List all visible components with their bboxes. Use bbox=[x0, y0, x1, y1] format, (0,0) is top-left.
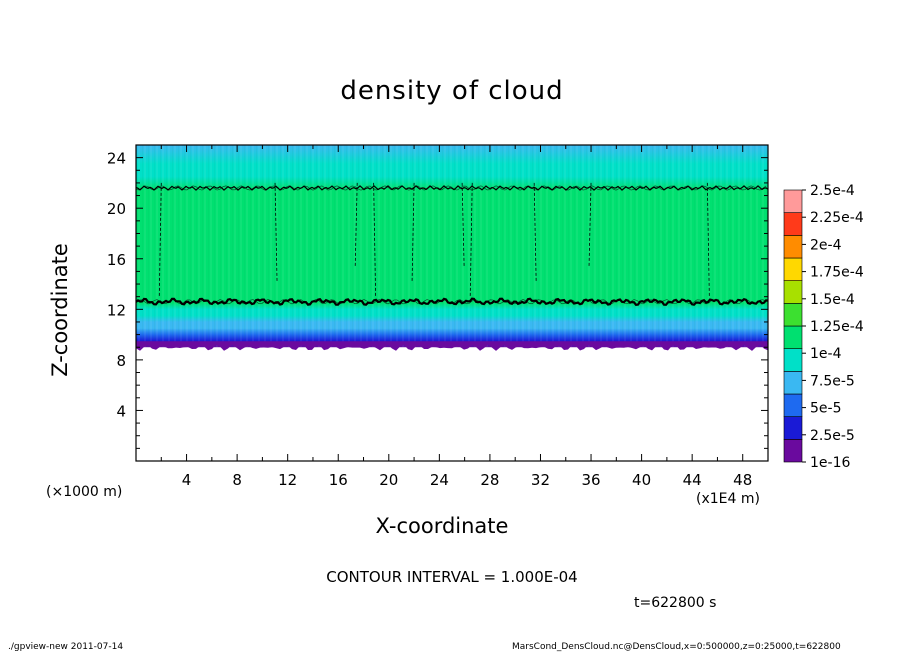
y-tick-label: 20 bbox=[107, 200, 126, 218]
chart-title: density of cloud bbox=[340, 76, 564, 106]
cloud-plume-streak bbox=[706, 182, 710, 297]
x-tick-label: 40 bbox=[632, 471, 651, 489]
y-tick-label: 16 bbox=[107, 251, 126, 269]
cloud-plume-streak bbox=[373, 182, 377, 297]
cloud-plume-streak bbox=[469, 182, 473, 297]
colorbar-swatch bbox=[783, 325, 803, 349]
colorbar-swatch bbox=[783, 439, 803, 463]
contour-lines bbox=[135, 182, 769, 306]
colorbar-swatch bbox=[783, 303, 803, 327]
contour-line bbox=[135, 185, 769, 191]
time-label: t=622800 s bbox=[634, 595, 717, 611]
density-field-texture bbox=[136, 145, 768, 348]
x-tick-label: 44 bbox=[683, 471, 702, 489]
cloud-plume-streak bbox=[588, 182, 592, 267]
y-axis-label: Z-coordinate bbox=[48, 243, 72, 377]
x-tick-label: 32 bbox=[531, 471, 550, 489]
x-unit-label: (×1000 m) bbox=[46, 484, 123, 500]
plot-frame bbox=[135, 144, 769, 462]
colorbar-swatch bbox=[783, 257, 803, 281]
cloud-plume-streak bbox=[158, 182, 162, 297]
x-axis-label: X-coordinate bbox=[375, 514, 509, 538]
x-tick-label: 24 bbox=[430, 471, 449, 489]
density-field bbox=[136, 145, 768, 351]
x-tick-label: 12 bbox=[278, 471, 297, 489]
colorbar-label: 1.5e-4 bbox=[810, 292, 855, 308]
cloud-plume-streak bbox=[461, 182, 465, 267]
colorbar-swatch bbox=[783, 371, 803, 395]
y-tick-label: 4 bbox=[116, 402, 126, 420]
y-tick-label: 24 bbox=[107, 150, 126, 168]
colorbar-swatch bbox=[783, 348, 803, 372]
colorbar-label: 1e-16 bbox=[810, 455, 850, 471]
footer-data-source: MarsCond_DensCloud.nc@DensCloud,x=0:5000… bbox=[512, 642, 841, 652]
colorbar-swatch bbox=[783, 235, 803, 259]
cloud-base-fringe bbox=[136, 341, 768, 351]
colorbar-swatch bbox=[783, 189, 803, 213]
footer-program-info: ./gpview-new 2011-07-14 bbox=[8, 642, 124, 652]
x-tick-label: 4 bbox=[182, 471, 192, 489]
colorbar-label: 5e-5 bbox=[810, 401, 841, 417]
colorbar-label: 2e-4 bbox=[810, 237, 842, 253]
x-tick-label: 36 bbox=[581, 471, 600, 489]
x-tick-label: 28 bbox=[480, 471, 499, 489]
colorbar-swatch bbox=[783, 212, 803, 236]
colorbar-label: 2.5e-5 bbox=[810, 428, 855, 444]
colorbar-label: 7.5e-5 bbox=[810, 373, 855, 389]
colorbar-swatch bbox=[783, 416, 803, 440]
contour-line bbox=[135, 297, 769, 306]
y-tick-label: 8 bbox=[116, 352, 126, 370]
colorbar-label: 1.75e-4 bbox=[810, 265, 864, 281]
colorbar-label: 2.5e-4 bbox=[810, 183, 855, 199]
x-tick-label: 20 bbox=[379, 471, 398, 489]
cloud-plume-streak bbox=[411, 182, 415, 282]
y-tick-label: 12 bbox=[107, 301, 126, 319]
colorbar-label: 1e-4 bbox=[810, 346, 842, 362]
colorbar-label: 2.25e-4 bbox=[810, 210, 864, 226]
contour-line-detail bbox=[135, 299, 767, 305]
cloud-plume-streak bbox=[533, 182, 537, 282]
x-tick-label: 8 bbox=[232, 471, 242, 489]
cloud-plume-streak bbox=[354, 182, 358, 267]
x-tick-label: 48 bbox=[733, 471, 752, 489]
x-tick-label: 16 bbox=[329, 471, 348, 489]
contour-line-detail bbox=[135, 185, 767, 191]
colorbar-swatch bbox=[783, 393, 803, 417]
cloud-plume-streak bbox=[274, 182, 278, 282]
colorbar: 1e-16 2.5e-5 5e-5 7.5e-5 1e-4 1.25e-4 1.5e-4 1.… bbox=[783, 183, 864, 471]
x-scale-label: (x1E4 m) bbox=[696, 491, 760, 507]
contour-interval-text: CONTOUR INTERVAL = 1.000E-04 bbox=[326, 568, 578, 586]
colorbar-label: 1.25e-4 bbox=[810, 319, 864, 335]
colorbar-swatch bbox=[783, 280, 803, 304]
